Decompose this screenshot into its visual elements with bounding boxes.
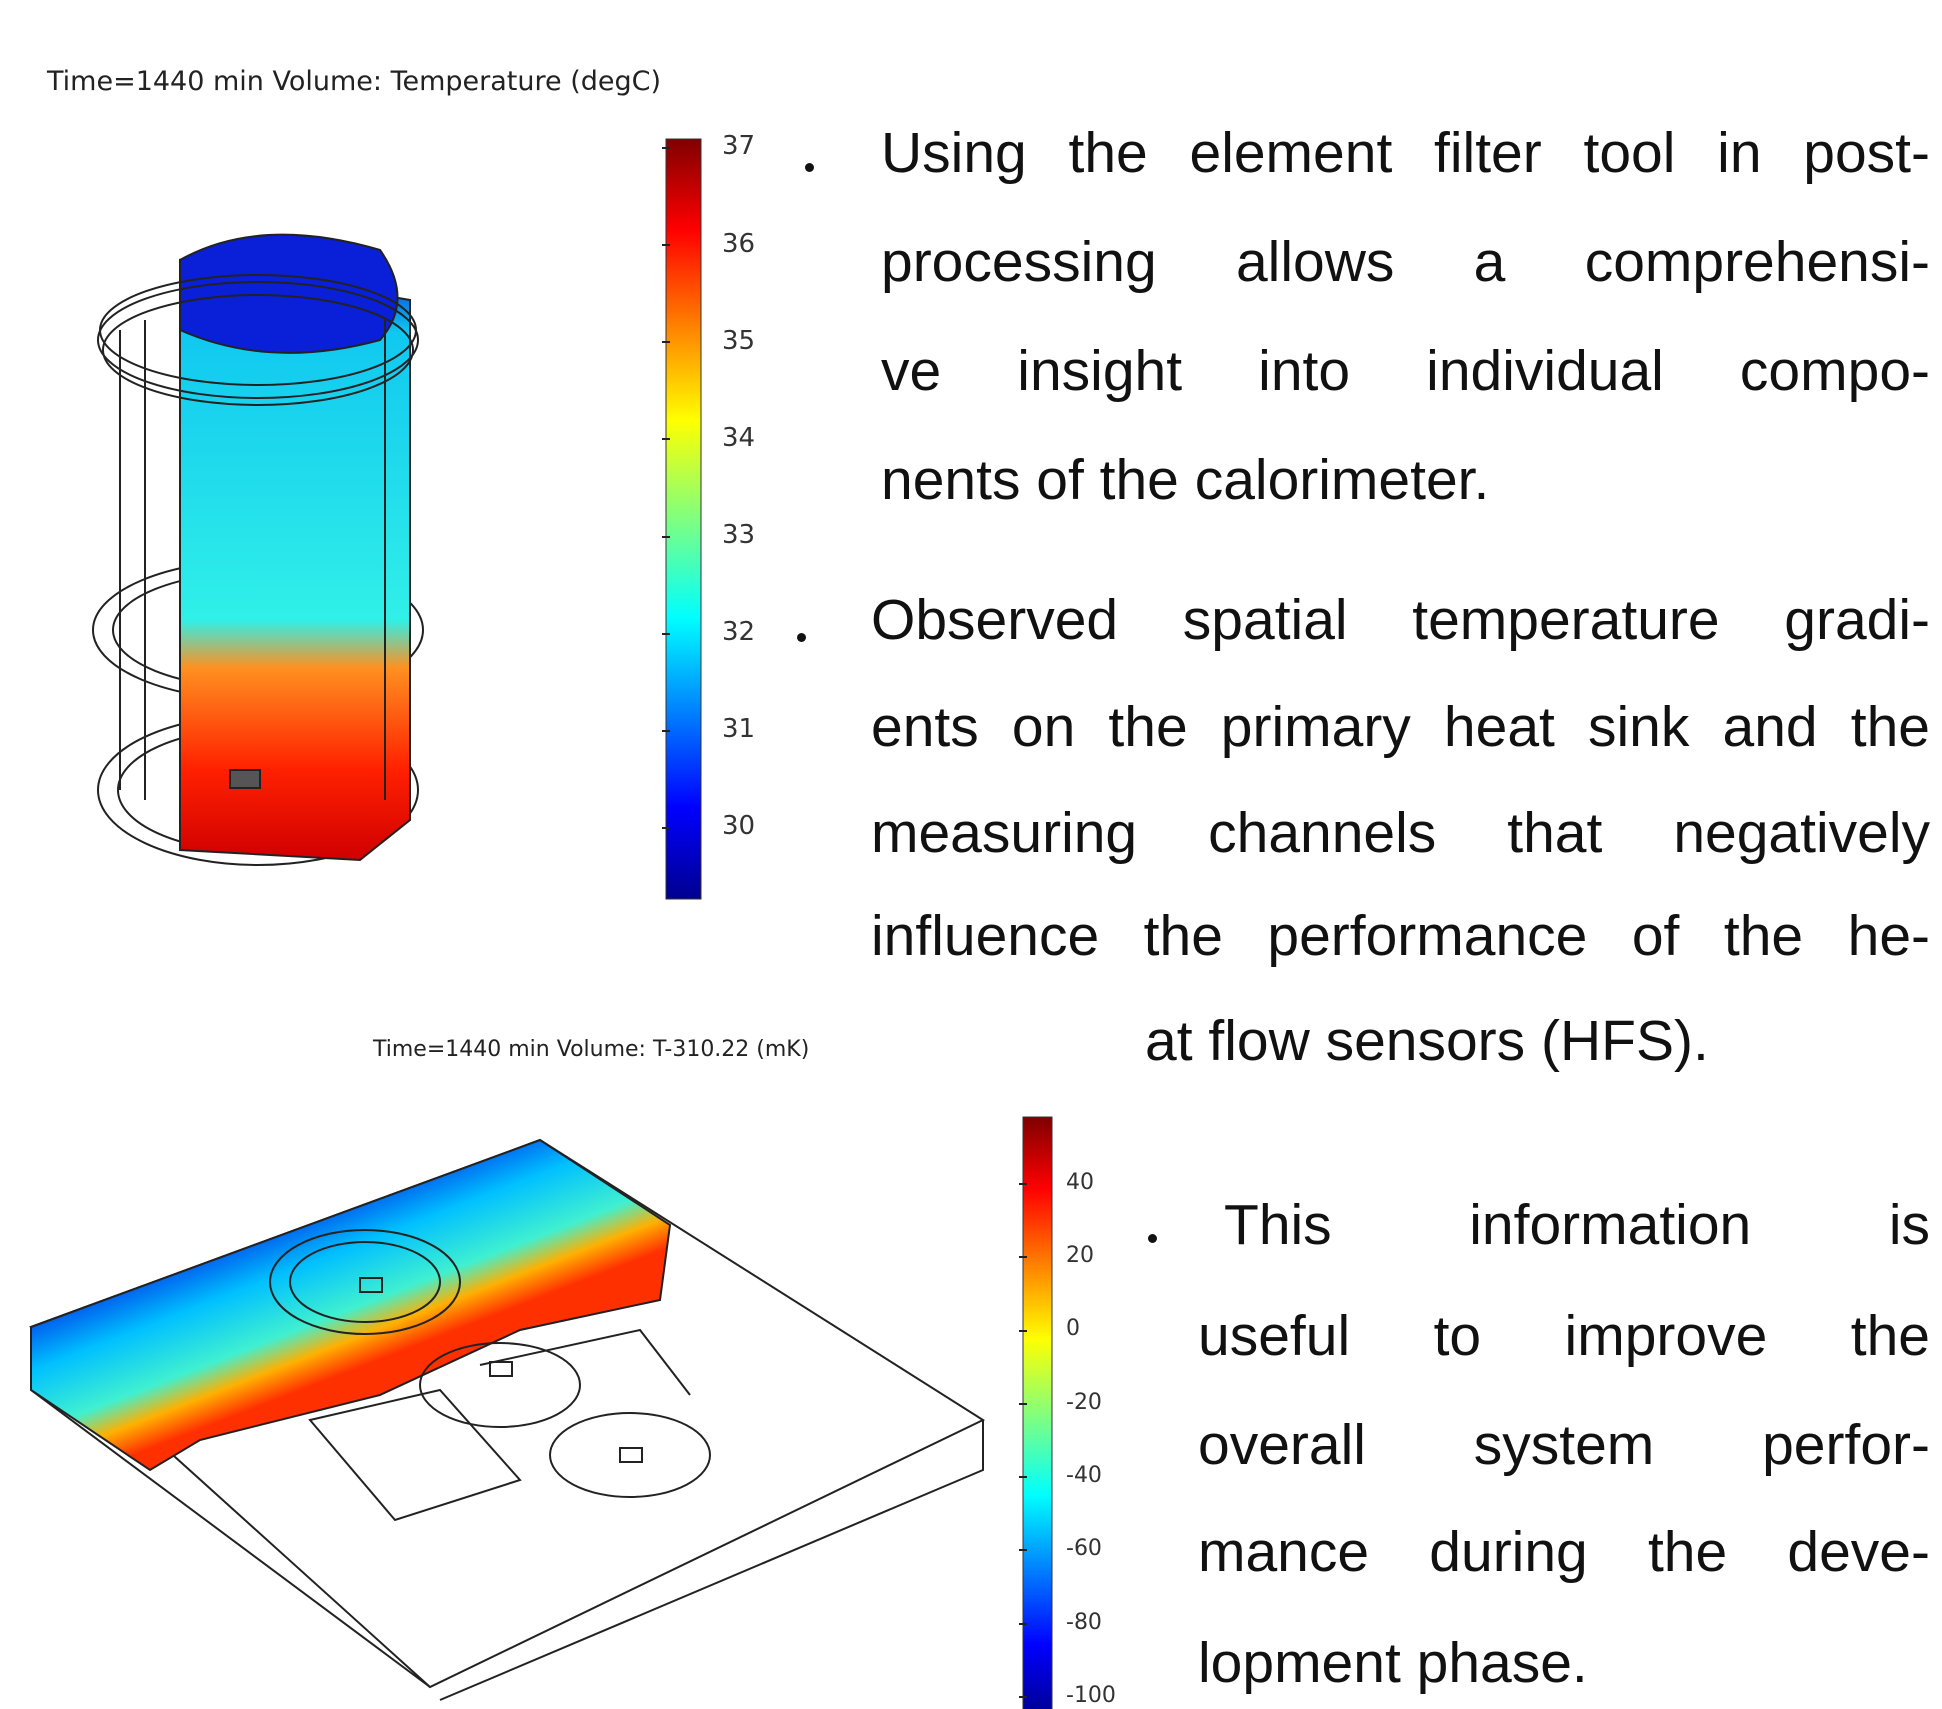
colorbar-tick-label: 34 — [722, 423, 755, 453]
slide: {"top_plot":{"caption":"Time=1440 min Vo… — [0, 0, 1942, 1709]
bullet-line: lopment phase. — [1198, 1635, 1588, 1692]
colorbar-tick-label: -80 — [1066, 1610, 1102, 1635]
colorbar-tick-label: 37 — [722, 131, 755, 161]
bullet-line: This information is — [1224, 1197, 1930, 1254]
colorbar-tick — [1019, 1696, 1027, 1698]
bullet-dot — [805, 163, 814, 172]
bullet-dot — [1148, 1234, 1157, 1243]
colorbar-tick — [1019, 1330, 1027, 1332]
colorbar-tick — [1019, 1403, 1027, 1405]
bullet-dot — [797, 633, 806, 642]
colorbar-tick-label: 31 — [722, 714, 755, 744]
colorbar-tick — [662, 147, 670, 149]
colorbar-tick — [662, 244, 670, 246]
colorbar-tick-label: 32 — [722, 617, 755, 647]
colorbar-bottom — [1023, 1117, 1052, 1709]
colorbar-tick-label: 36 — [722, 229, 755, 259]
colorbar-tick — [662, 827, 670, 829]
colorbar-tick — [1019, 1476, 1027, 1478]
colorbar-tick — [1019, 1623, 1027, 1625]
colorbar-top — [666, 139, 701, 899]
plot-caption: Time=1440 min Volume: T-310.22 (mK) — [373, 1037, 809, 1062]
colorbar-tick-label: 40 — [1066, 1170, 1094, 1195]
colorbar-tick-label: -20 — [1066, 1390, 1102, 1415]
bullet-line: measuring channels that negatively — [871, 805, 1930, 862]
colorbar-tick-label: -100 — [1066, 1683, 1116, 1708]
colorbar-tick-label: -40 — [1066, 1463, 1102, 1488]
bullet-line: processing allows a comprehensi- — [881, 234, 1930, 291]
bullet-line: ents on the primary heat sink and the — [871, 699, 1930, 756]
plot-caption: Time=1440 min Volume: Temperature (degC) — [47, 66, 661, 97]
colorbar-tick — [662, 438, 670, 440]
bullet-line: useful to improve the — [1198, 1308, 1930, 1365]
bullet-line: influence the performance of the he- — [871, 908, 1930, 965]
colorbar-tick-label: 33 — [722, 520, 755, 550]
colorbar-tick — [662, 633, 670, 635]
bullet-line: at flow sensors (HFS). — [1145, 1013, 1709, 1070]
colorbar-tick — [1019, 1549, 1027, 1551]
bullet-line: overall system perfor- — [1198, 1417, 1930, 1474]
colorbar-tick-label: 35 — [722, 326, 755, 356]
bullet-line: Observed spatial temperature gradi- — [871, 592, 1930, 649]
cylinder-model — [93, 235, 423, 865]
bullet-line: ve insight into individual compo- — [881, 343, 1930, 400]
colorbar-tick — [1019, 1183, 1027, 1185]
colorbar-tick-label: 30 — [722, 811, 755, 841]
slab-model — [31, 1140, 983, 1700]
colorbar-tick — [662, 536, 670, 538]
bullet-line: nents of the calorimeter. — [881, 452, 1489, 509]
colorbar-tick — [662, 730, 670, 732]
colorbar-tick-label: -60 — [1066, 1536, 1102, 1561]
colorbar-tick — [662, 341, 670, 343]
colorbar-tick-label: 0 — [1066, 1316, 1080, 1341]
colorbar-tick — [1019, 1256, 1027, 1258]
colorbar-tick-label: 20 — [1066, 1243, 1094, 1268]
bullet-line: mance during the deve- — [1198, 1524, 1930, 1581]
bullet-line: Using the element filter tool in post- — [881, 125, 1930, 182]
